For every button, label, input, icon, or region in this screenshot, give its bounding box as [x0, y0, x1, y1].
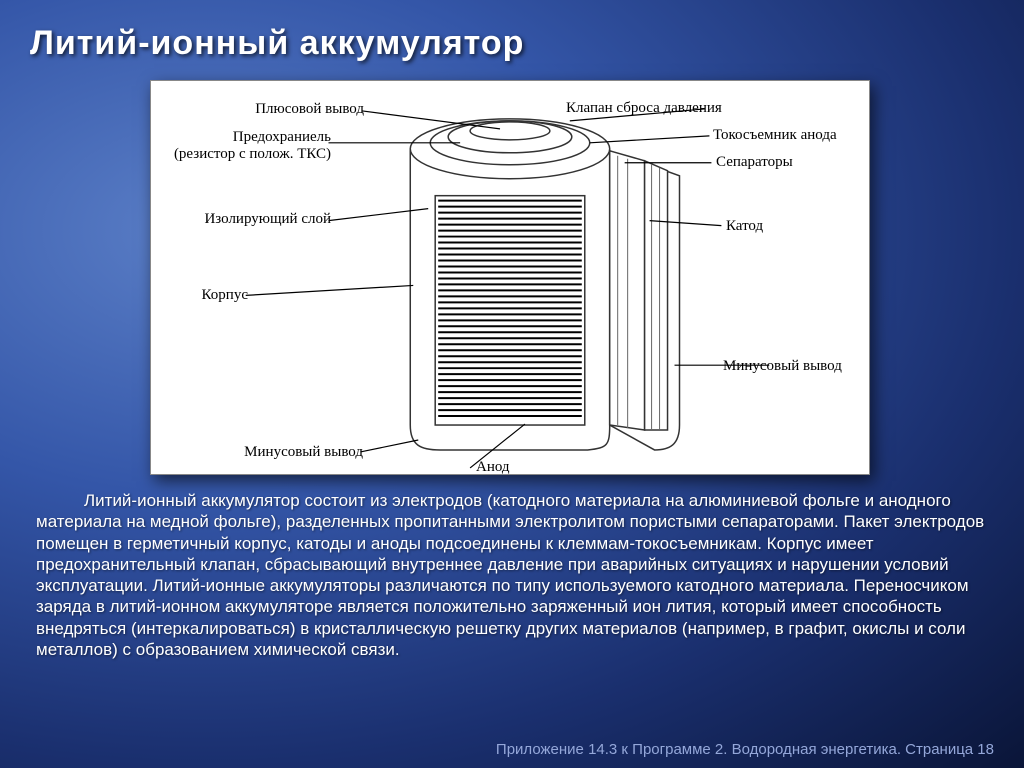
- label-minus-terminal-side: Минусовый вывод: [723, 358, 842, 375]
- label-insulation: Изолирующий слой: [204, 211, 331, 228]
- label-cathode: Катод: [726, 218, 763, 235]
- label-separators: Сепараторы: [716, 154, 793, 171]
- label-case: Корпус: [202, 287, 248, 304]
- label-fuse: Предохраниель (резистор с полож. ТКС): [174, 129, 331, 164]
- label-anode: Анод: [476, 459, 510, 476]
- footer-text: Приложение 14.3 к Программе 2. Водородна…: [496, 741, 994, 758]
- slide-title: Литий-ионный аккумулятор: [30, 24, 524, 63]
- label-vent: Клапан сброса давления: [566, 100, 722, 117]
- battery-diagram: Плюсовой вывод Предохраниель (резистор с…: [150, 80, 870, 475]
- label-anode-collector: Токосъемник анода: [713, 127, 837, 144]
- label-minus-terminal-bottom: Минусовый вывод: [244, 444, 363, 461]
- description-text: Литий-ионный аккумулятор состоит из элек…: [36, 490, 988, 660]
- label-plus-terminal: Плюсовой вывод: [255, 101, 364, 118]
